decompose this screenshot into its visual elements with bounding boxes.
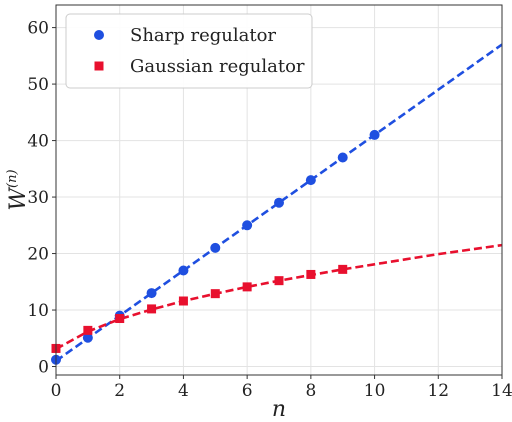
x-tick-label: 14 xyxy=(491,381,512,401)
x-tick-label: 10 xyxy=(364,381,386,401)
data-point-gaussian xyxy=(274,276,284,286)
data-point-sharp xyxy=(178,265,189,276)
data-point-gaussian xyxy=(83,325,93,335)
legend-marker-gaussian xyxy=(94,61,104,71)
data-point-sharp xyxy=(337,152,348,163)
data-point-gaussian xyxy=(306,269,316,279)
y-tick-label: 10 xyxy=(27,301,49,321)
y-axis-title-superscript: (n) xyxy=(5,169,20,188)
x-tick-label: 8 xyxy=(305,381,316,401)
y-tick-label: 20 xyxy=(27,245,49,265)
data-point-sharp xyxy=(305,175,316,186)
x-tick-label: 2 xyxy=(114,381,125,401)
x-tick-label: 6 xyxy=(242,381,253,401)
x-tick-label: 0 xyxy=(51,381,62,401)
data-markers xyxy=(51,129,380,365)
y-axis-title-main: W xyxy=(6,186,31,211)
data-point-sharp xyxy=(274,197,284,208)
data-point-gaussian xyxy=(147,304,157,314)
data-point-sharp xyxy=(82,332,93,343)
x-axis-title: n xyxy=(272,397,286,422)
legend-label-sharp: Sharp regulator xyxy=(130,25,276,46)
tick-labels: 0 2 4 6 8 10 12 14 0 10 20 30 40 50 60 xyxy=(27,19,512,401)
x-tick-label: 4 xyxy=(178,381,189,401)
data-point-sharp xyxy=(210,242,221,253)
fit-line-sharp xyxy=(56,43,502,362)
y-axis-title: W(n) xyxy=(5,169,31,210)
data-point-gaussian xyxy=(178,296,188,306)
y-tick-label: 40 xyxy=(27,132,49,152)
legend-label-gaussian: Gaussian regulator xyxy=(130,56,305,77)
data-point-gaussian xyxy=(338,264,348,274)
data-point-gaussian xyxy=(115,314,125,324)
y-tick-label: 0 xyxy=(38,358,49,378)
data-point-gaussian xyxy=(242,282,252,292)
y-tick-label: 60 xyxy=(27,19,49,39)
legend-marker-sharp xyxy=(94,30,104,40)
legend-box xyxy=(65,13,313,89)
data-point-sharp xyxy=(242,220,253,231)
x-tick-label: 12 xyxy=(427,381,449,401)
data-point-gaussian xyxy=(210,289,220,299)
legend: Sharp regulator Gaussian regulator xyxy=(65,13,313,89)
fit-line-gaussian xyxy=(56,243,502,351)
y-tick-label: 30 xyxy=(27,188,49,208)
data-point-sharp xyxy=(146,288,157,299)
plot-frame xyxy=(55,4,503,376)
data-point-sharp xyxy=(369,129,380,140)
y-tick-label: 50 xyxy=(27,75,49,95)
